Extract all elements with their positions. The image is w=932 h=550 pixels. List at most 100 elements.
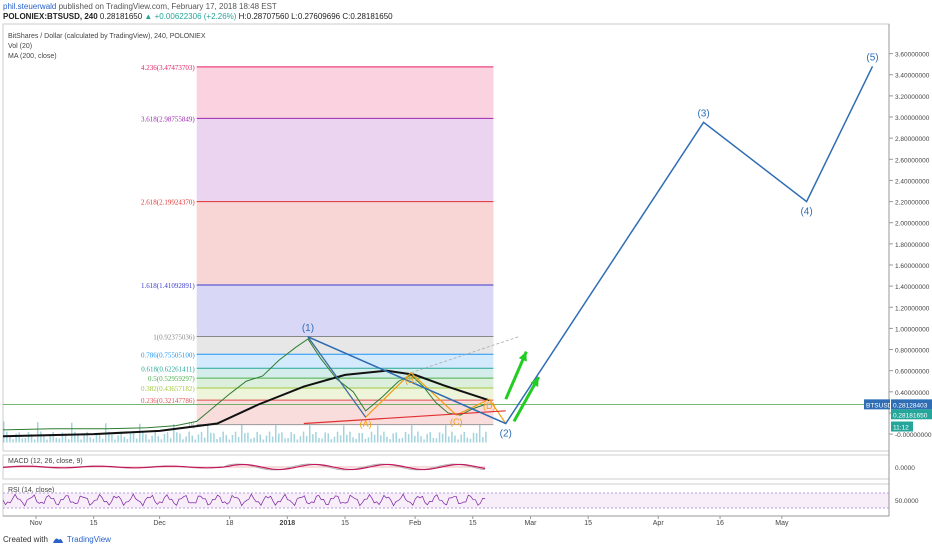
volume-bar: [132, 432, 135, 443]
countdown-badge-bg: [891, 421, 913, 432]
volume-bar: [216, 439, 218, 443]
fib-band: [196, 368, 494, 379]
arrow-head-icon: [530, 377, 539, 387]
volume-bar: [265, 435, 268, 443]
close-value: 0.28181650: [350, 12, 393, 21]
volume-bar: [9, 436, 11, 443]
x-tick-label: 18: [226, 520, 234, 527]
volume-bar: [27, 432, 30, 443]
volume-bar: [444, 425, 447, 443]
macd-legend[interactable]: MACD (12, 26, close, 9): [8, 458, 83, 465]
volume-bar: [457, 439, 459, 443]
volume-bar: [330, 439, 333, 443]
volume-bar: [361, 432, 364, 443]
current-price-badge-bg: [891, 399, 932, 410]
volume-bar: [222, 431, 224, 443]
publish-text: published on TradingView.com, February 1…: [58, 2, 277, 11]
countdown-badge: 11:12: [893, 424, 909, 431]
volume-bar: [410, 425, 413, 443]
volume-bar: [36, 422, 39, 443]
publish-info: phil.steuerwald published on TradingView…: [3, 2, 277, 11]
volume-bar: [460, 434, 462, 443]
volume-bar: [148, 439, 150, 443]
volume-bar: [472, 432, 475, 443]
volume-bar: [420, 436, 422, 443]
volume-bar: [454, 435, 456, 443]
volume-bar: [176, 432, 178, 443]
wave-label: (1): [302, 323, 314, 334]
volume-bar: [163, 433, 166, 443]
volume-bar: [346, 434, 348, 443]
macd-signal-line: [2, 463, 486, 471]
volume-bar: [64, 433, 67, 443]
volume-bar: [475, 433, 478, 443]
volume-bar: [432, 438, 435, 443]
volume-bar: [49, 434, 51, 443]
fib-band: [196, 336, 494, 355]
volume-bar: [308, 425, 311, 443]
fib-level-label: 2.618(2.19924370): [141, 199, 195, 207]
wave-a-line: [307, 336, 367, 418]
ma-legend[interactable]: MA (200, close): [8, 53, 57, 60]
volume-bar: [364, 438, 367, 443]
high-label: H:: [238, 12, 247, 21]
fib-level-label: 3.618(2.98755849): [141, 115, 195, 123]
volume-bar: [389, 439, 391, 443]
volume-bar: [376, 425, 379, 443]
rsi-legend[interactable]: RSI (14, close): [8, 487, 55, 494]
high-value: 0.28707560: [246, 12, 289, 21]
volume-bar: [98, 432, 101, 443]
volume-bar: [302, 431, 305, 443]
volume-bar: [194, 439, 197, 443]
rsi-tick-label: 50.0000: [895, 498, 919, 505]
fib-band: [196, 201, 494, 285]
volume-bar: [188, 431, 190, 443]
volume-bar: [451, 431, 453, 443]
correction-label: (D): [483, 401, 496, 411]
volume-bar: [185, 436, 187, 443]
volume-bar: [370, 431, 373, 443]
volume-bar: [469, 438, 472, 443]
volume-bar: [120, 431, 122, 443]
volume-bar: [225, 435, 228, 443]
vol-legend[interactable]: Vol (20): [8, 43, 33, 50]
y-tick-label: 3.20000000: [895, 94, 930, 101]
volume-bar: [463, 431, 466, 443]
fib-level-label: 0.382(0.43657182): [141, 385, 195, 393]
wave-label: (5): [866, 52, 878, 63]
y-tick-label: 1.40000000: [895, 284, 930, 291]
volume-bar: [355, 438, 357, 443]
volume-bar: [404, 432, 407, 443]
volume-bar: [339, 435, 342, 443]
volume-bar: [142, 431, 144, 443]
volume-bar: [478, 425, 481, 443]
x-tick-label: 16: [716, 520, 724, 527]
volume-bar: [213, 433, 215, 443]
price-line: [2, 338, 486, 431]
fib-level-label: 0.618(0.62261411): [141, 365, 195, 373]
x-tick-label: Nov: [30, 520, 43, 527]
volume-bar: [250, 438, 252, 443]
change-value: +0.00622306 (+2.26%): [154, 12, 237, 21]
volume-bar: [349, 431, 351, 443]
volume-bar: [281, 432, 283, 443]
y-tick-label: 0.60000000: [895, 369, 930, 376]
tradingview-link[interactable]: TradingView: [66, 535, 111, 544]
fib-band: [196, 284, 494, 337]
volume-bar: [74, 431, 76, 443]
volume-bar: [287, 438, 289, 443]
fib-level-label: 0.236(0.32147786): [141, 397, 195, 405]
ma200-line: [2, 369, 490, 438]
volume-bar: [237, 437, 240, 443]
trend-dashed-line: [410, 336, 519, 374]
volume-bar: [166, 432, 169, 443]
volume-bar: [203, 437, 206, 443]
x-tick-label: 15: [584, 520, 592, 527]
symbol-label: POLONIEX:BTSUSD, 240: [3, 12, 98, 21]
volume-bar: [15, 433, 17, 443]
author-link[interactable]: phil.steuerwald: [3, 2, 57, 11]
y-tick-label: 1.00000000: [895, 326, 930, 333]
macd-tick-label: 0.0000: [895, 465, 915, 472]
volume-bar: [108, 431, 110, 443]
